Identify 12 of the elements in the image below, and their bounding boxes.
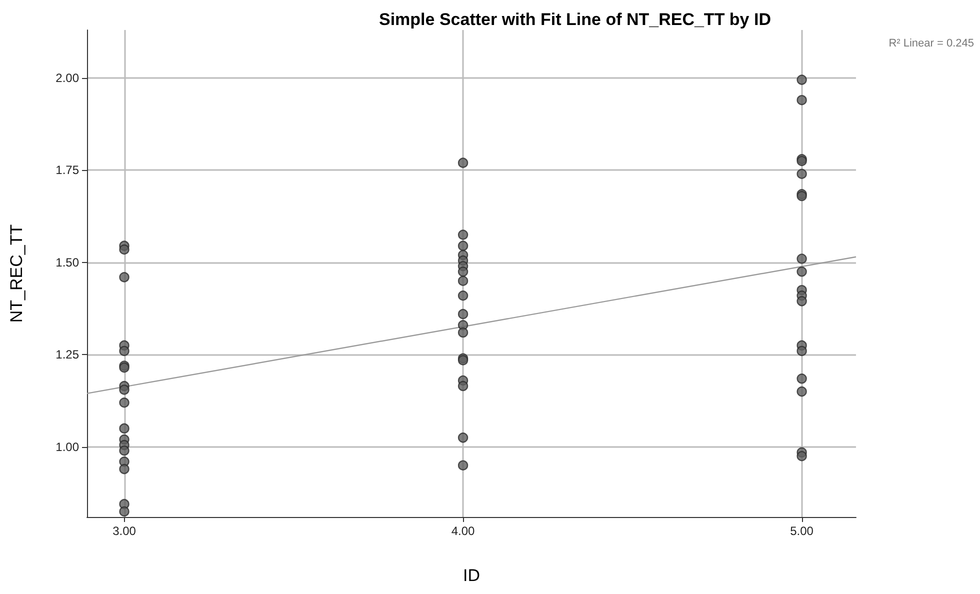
y-tick-label: 1.25: [56, 348, 80, 362]
x-tick-label: 3.00: [112, 524, 136, 538]
y-tick-label: 2.00: [56, 70, 80, 85]
x-tick-label: 4.00: [451, 524, 476, 538]
y-axis-title: NT_REC_TT: [7, 224, 26, 323]
text: R² Linear = 0.245: [888, 38, 974, 50]
y-tick-label: 1.75: [56, 163, 80, 178]
x-axis-title: ID: [463, 566, 480, 585]
x-tick-label: 5.00: [790, 524, 814, 538]
y-tick-label: 1.50: [56, 255, 80, 270]
y-tick-label: 1.00: [56, 440, 80, 454]
chart-title: Simple Scatter with Fit Line of NT_REC_TT by ID: [379, 10, 771, 29]
